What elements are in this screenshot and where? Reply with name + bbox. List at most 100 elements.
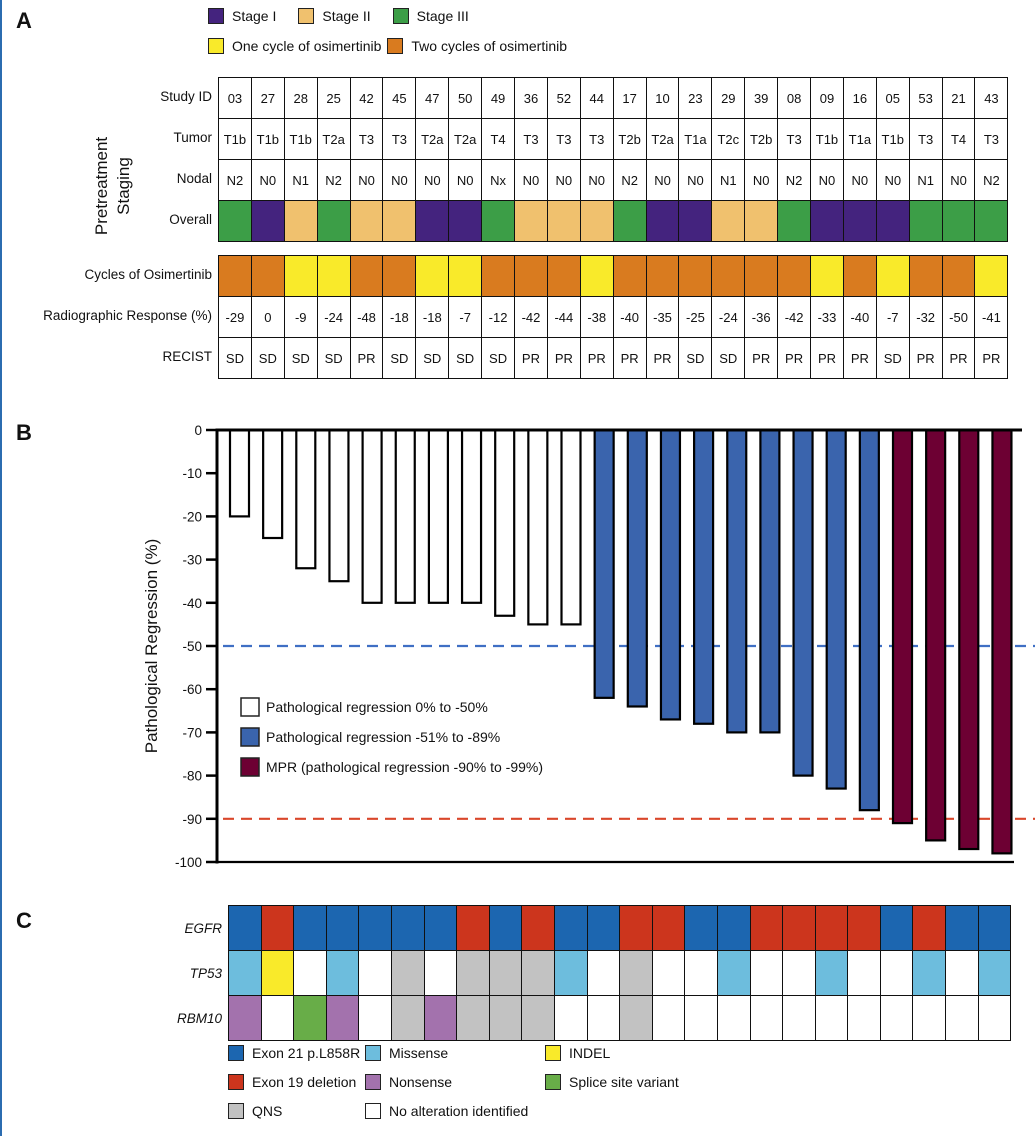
stage-cell: [448, 200, 483, 242]
legend-entry: Exon 19 deletion: [228, 1074, 356, 1090]
mutation-cell-qns: [521, 995, 555, 1041]
recist-row: SD SD SD SD PR SD SD SD SD PR PR PR PR PR SD SD PR PR PR PR…: [218, 337, 1009, 379]
nodal-cell: N2: [974, 159, 1009, 201]
cycles-cell: [974, 255, 1009, 297]
stage-cell: [218, 200, 252, 242]
recist-cell: PR: [514, 337, 548, 379]
stage-cell: [382, 200, 417, 242]
mutation-cell-exon21: [293, 905, 327, 951]
mutation-cell-exon19: [521, 905, 555, 951]
mutation-cell-exon19: [782, 905, 816, 951]
study-id-cell: 53: [908, 77, 943, 119]
mutation-cell-exon19: [651, 905, 686, 951]
mutation-cell-none: [912, 995, 947, 1041]
panel-b-label: B: [16, 420, 32, 445]
cycles-legend-row: One cycle of osimertinib Two cycles of os…: [208, 38, 573, 54]
bar-09: [825, 428, 847, 790]
cycles-cell: [316, 255, 351, 297]
nodal-cell: N0: [744, 159, 779, 201]
tumor-cell: T1b: [218, 118, 252, 160]
radiographic-cell: -7: [875, 296, 910, 338]
nodal-cell: N0: [842, 159, 877, 201]
radiographic-cell: -18: [415, 296, 450, 338]
mutation-cell-none: [684, 995, 718, 1041]
overall-stage-row: [218, 200, 1009, 242]
study-id-cell: 25: [316, 77, 351, 119]
mutation-cell-none: [358, 950, 392, 996]
mutation-grid: [228, 905, 1012, 1041]
cycles-cell: [481, 255, 516, 297]
legend-swatch: [365, 1045, 381, 1061]
row-label-recist: RECIST: [162, 349, 212, 364]
y-tick-label: -80: [182, 769, 202, 784]
tumor-cell: T2a: [448, 118, 483, 160]
mutation-cell-none: [879, 995, 914, 1041]
mutation-cell-nonsense: [325, 995, 360, 1041]
mutation-cell-qns: [456, 950, 490, 996]
mutation-cell-none: [293, 950, 327, 996]
tumor-cell: T1b: [810, 118, 844, 160]
mutation-cell-qns: [521, 950, 555, 996]
recist-cell: PR: [579, 337, 614, 379]
tumor-cell: T3: [579, 118, 614, 160]
mutation-cell-exon19: [619, 905, 653, 951]
mutation-cell-exon21: [358, 905, 392, 951]
mutation-cell-exon19: [912, 905, 947, 951]
study-id-cell: 16: [842, 77, 877, 119]
cycles-cell: [908, 255, 943, 297]
recist-cell: PR: [612, 337, 647, 379]
tumor-cell: T3: [777, 118, 812, 160]
recist-cell: PR: [777, 337, 812, 379]
bar-03: [228, 428, 251, 518]
recist-cell: SD: [250, 337, 285, 379]
legend-item-missense: Missense: [365, 1045, 462, 1061]
tumor-cell: T3: [908, 118, 943, 160]
stage-cell: [875, 200, 910, 242]
stage-cell: [744, 200, 779, 242]
mutation-cell-nonsense: [423, 995, 458, 1041]
recist-cell: SD: [678, 337, 713, 379]
legend-item-qns: QNS: [228, 1103, 296, 1119]
legend-swatch-blue: [240, 727, 260, 747]
legend-item-indel: INDEL: [545, 1045, 624, 1061]
study-id-cell: 52: [546, 77, 581, 119]
stage-cell: [514, 200, 548, 242]
recist-cell: PR: [349, 337, 384, 379]
row-label-tumor: Tumor: [173, 130, 212, 145]
cycles-cell: [579, 255, 614, 297]
legend-swatch: [208, 8, 224, 24]
radiographic-row: -29 0 -9 -24 -48 -18 -18 -7 -12 -42 -44 -38 -40 -35 -2…: [218, 296, 1009, 338]
radiographic-cell: -41: [974, 296, 1009, 338]
tumor-cell: T3: [514, 118, 548, 160]
recist-cell: SD: [316, 337, 351, 379]
tumor-cell: T3: [974, 118, 1009, 160]
mutation-cell-none: [260, 995, 295, 1041]
tumor-cell: T2a: [316, 118, 351, 160]
radiographic-cell: 0: [250, 296, 285, 338]
y-tick-label: -70: [182, 725, 202, 740]
bar-21: [958, 428, 980, 851]
study-id-cell: 03: [218, 77, 252, 119]
bar-45: [394, 428, 416, 604]
nodal-cell: N0: [448, 159, 483, 201]
legend-label: No alteration identified: [389, 1103, 529, 1119]
mutation-cell-exon21: [325, 905, 360, 951]
stage-cell: [908, 200, 943, 242]
y-tick-label: -10: [182, 466, 202, 481]
mutation-cell-none: [945, 950, 979, 996]
y-tick-label: -100: [175, 855, 202, 870]
mutation-cell-exon21: [488, 905, 523, 951]
mutation-cell-none: [358, 995, 392, 1041]
bar-47: [427, 428, 449, 604]
group-label-line1: Pretreatment: [92, 136, 111, 236]
stage-cell: [579, 200, 614, 242]
bar-44: [593, 428, 615, 699]
mutation-cell-exon19: [814, 905, 849, 951]
legend-label: Stage II: [322, 8, 371, 24]
legend-swatch: [545, 1045, 561, 1061]
y-tick-label: -90: [182, 812, 202, 827]
bar-52: [560, 428, 582, 626]
y-tick-label: -40: [182, 596, 202, 611]
gene-label-rbm10: RBM10: [176, 1011, 222, 1026]
mutation-cell-none: [651, 950, 686, 996]
